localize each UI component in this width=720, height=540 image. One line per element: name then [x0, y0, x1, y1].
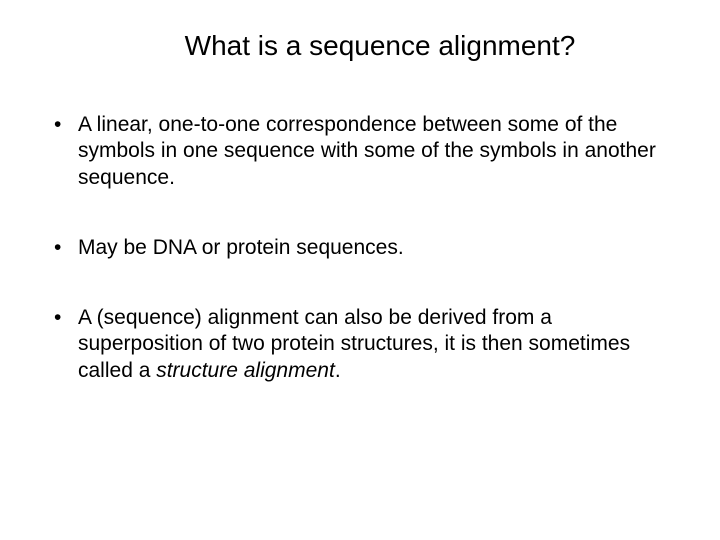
- bullet-text-emphasis: structure alignment: [156, 359, 335, 382]
- slide-title: What is a sequence alignment?: [50, 30, 670, 62]
- bullet-text-suffix: .: [335, 359, 341, 382]
- bullet-text: May be DNA or protein sequences.: [78, 236, 404, 259]
- bullet-text: A linear, one-to-one correspondence betw…: [78, 113, 656, 189]
- slide: What is a sequence alignment? A linear, …: [0, 0, 720, 540]
- list-item: A (sequence) alignment can also be deriv…: [50, 305, 670, 384]
- bullet-list: A linear, one-to-one correspondence betw…: [50, 112, 670, 384]
- list-item: May be DNA or protein sequences.: [50, 235, 670, 261]
- list-item: A linear, one-to-one correspondence betw…: [50, 112, 670, 191]
